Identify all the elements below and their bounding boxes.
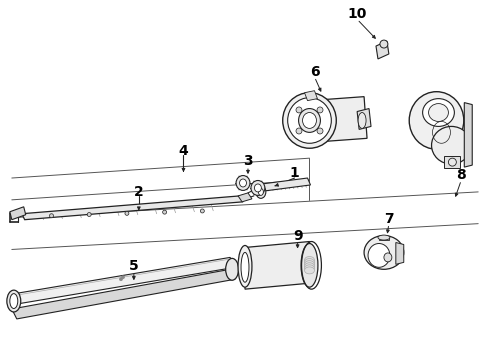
Ellipse shape bbox=[251, 180, 265, 195]
Ellipse shape bbox=[258, 188, 263, 195]
Ellipse shape bbox=[256, 185, 266, 198]
Ellipse shape bbox=[288, 98, 331, 143]
Ellipse shape bbox=[302, 113, 317, 129]
Polygon shape bbox=[357, 109, 371, 129]
Polygon shape bbox=[245, 242, 310, 289]
Ellipse shape bbox=[364, 235, 404, 269]
Ellipse shape bbox=[236, 176, 250, 190]
Ellipse shape bbox=[305, 265, 315, 272]
Ellipse shape bbox=[305, 261, 315, 267]
Text: 4: 4 bbox=[178, 144, 188, 158]
Polygon shape bbox=[262, 178, 311, 191]
Ellipse shape bbox=[305, 258, 315, 266]
Ellipse shape bbox=[10, 294, 18, 309]
Ellipse shape bbox=[240, 179, 246, 187]
Circle shape bbox=[49, 214, 53, 218]
Circle shape bbox=[122, 276, 124, 279]
Circle shape bbox=[448, 158, 456, 166]
Text: 9: 9 bbox=[293, 229, 302, 243]
Circle shape bbox=[200, 209, 204, 213]
Circle shape bbox=[163, 210, 167, 214]
Text: 7: 7 bbox=[384, 212, 393, 226]
Ellipse shape bbox=[358, 113, 366, 129]
Ellipse shape bbox=[384, 253, 392, 262]
Polygon shape bbox=[238, 193, 252, 202]
Circle shape bbox=[87, 212, 91, 216]
Text: 5: 5 bbox=[129, 259, 139, 273]
Ellipse shape bbox=[422, 99, 454, 126]
Ellipse shape bbox=[283, 93, 336, 148]
Text: 1: 1 bbox=[290, 166, 299, 180]
Polygon shape bbox=[22, 196, 243, 220]
Polygon shape bbox=[379, 235, 389, 239]
Ellipse shape bbox=[305, 257, 315, 264]
Text: 8: 8 bbox=[457, 168, 466, 182]
Circle shape bbox=[317, 128, 323, 134]
Polygon shape bbox=[376, 41, 389, 59]
Polygon shape bbox=[310, 96, 367, 142]
Circle shape bbox=[380, 40, 388, 48]
Text: 6: 6 bbox=[310, 65, 319, 79]
Polygon shape bbox=[12, 257, 235, 304]
Circle shape bbox=[120, 278, 122, 281]
Ellipse shape bbox=[305, 267, 315, 274]
Polygon shape bbox=[10, 207, 25, 220]
Polygon shape bbox=[12, 269, 235, 319]
Circle shape bbox=[296, 128, 302, 134]
Ellipse shape bbox=[305, 263, 315, 270]
Polygon shape bbox=[396, 243, 404, 264]
Ellipse shape bbox=[378, 235, 390, 240]
Text: 2: 2 bbox=[134, 185, 144, 199]
Ellipse shape bbox=[238, 246, 252, 287]
Circle shape bbox=[296, 107, 302, 113]
Ellipse shape bbox=[226, 258, 239, 280]
Circle shape bbox=[317, 107, 323, 113]
Ellipse shape bbox=[254, 184, 261, 192]
Text: 10: 10 bbox=[347, 7, 367, 21]
Ellipse shape bbox=[409, 92, 464, 149]
Ellipse shape bbox=[298, 109, 320, 132]
Ellipse shape bbox=[429, 104, 448, 121]
Ellipse shape bbox=[368, 243, 390, 267]
Polygon shape bbox=[305, 91, 318, 100]
Ellipse shape bbox=[301, 243, 318, 287]
Polygon shape bbox=[444, 156, 460, 168]
Text: 3: 3 bbox=[243, 154, 253, 168]
Ellipse shape bbox=[241, 252, 249, 282]
Ellipse shape bbox=[7, 290, 21, 312]
Circle shape bbox=[125, 211, 129, 215]
Ellipse shape bbox=[432, 126, 471, 164]
Polygon shape bbox=[465, 103, 472, 167]
